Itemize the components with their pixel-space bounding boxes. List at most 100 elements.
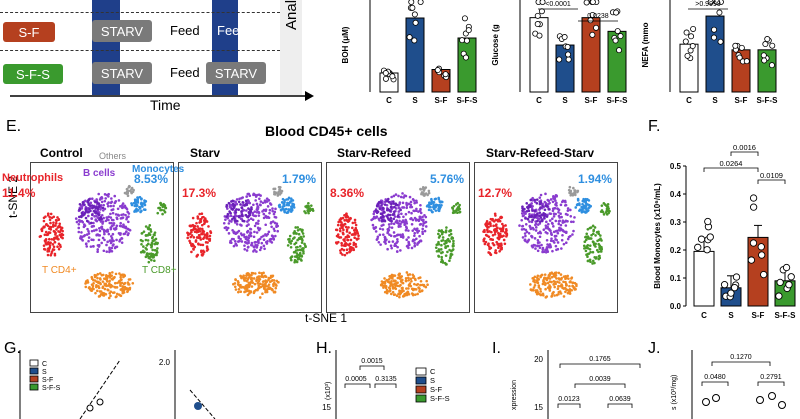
cell-point — [130, 203, 134, 207]
cell-point — [59, 233, 62, 237]
cell-point — [50, 250, 54, 253]
cell-point — [568, 191, 571, 195]
g-legend-swatch — [29, 375, 39, 383]
cell-point — [103, 287, 107, 291]
cell-point — [111, 284, 114, 288]
cell-point — [374, 216, 378, 219]
cell-point — [302, 235, 305, 238]
cell-point — [200, 249, 203, 253]
cell-point — [489, 217, 493, 221]
cell-point — [262, 275, 265, 279]
cell-point — [377, 200, 381, 204]
cell-point — [255, 276, 259, 279]
cell-point — [541, 213, 545, 217]
cell-point — [139, 210, 142, 214]
cell-point — [524, 228, 528, 232]
cell-point — [410, 246, 414, 250]
cell-point — [343, 219, 346, 222]
cell-point — [57, 217, 61, 221]
cell-point — [538, 211, 542, 214]
cell-point — [120, 237, 123, 240]
cell-point — [403, 292, 406, 296]
cell-point — [162, 209, 166, 212]
cell-point — [396, 214, 400, 218]
cell-point — [591, 259, 595, 263]
panel-e-letter: E. — [6, 118, 22, 135]
cell-point — [435, 250, 439, 253]
small-chart-point — [617, 33, 624, 40]
cell-point — [108, 274, 112, 277]
small-chart-cat: S-F — [735, 96, 748, 105]
cell-point — [535, 279, 539, 282]
cell-point — [400, 212, 403, 216]
cell-point — [411, 229, 415, 232]
cell-point — [535, 219, 539, 223]
cell-point — [566, 207, 570, 210]
cell-point — [113, 275, 116, 279]
cell-point — [247, 239, 250, 243]
cell-point — [116, 213, 120, 217]
cell-point — [80, 214, 83, 218]
j-bracket — [711, 361, 771, 366]
cell-point — [599, 234, 602, 237]
cell-point — [456, 211, 459, 215]
cell-point — [115, 216, 119, 219]
cell-point — [525, 201, 529, 205]
cell-point — [544, 204, 548, 207]
cell-point — [449, 229, 452, 232]
cell-point — [59, 245, 62, 249]
cell-point — [105, 278, 108, 281]
cell-point — [100, 213, 104, 217]
cell-point — [550, 275, 554, 279]
cell-point — [518, 224, 521, 227]
cell-point — [231, 228, 234, 232]
i-ytick: 15 — [534, 403, 543, 412]
cell-point — [561, 233, 564, 237]
cell-point — [414, 278, 417, 282]
cell-point — [151, 256, 154, 259]
small-chart-bar — [457, 37, 477, 93]
cell-point — [281, 197, 285, 201]
cell-point — [437, 248, 441, 251]
small-chart-point — [465, 27, 472, 34]
cell-point — [258, 203, 262, 206]
cell-point — [382, 223, 385, 227]
cell-point — [106, 218, 109, 221]
cell-point — [552, 195, 555, 198]
cell-point — [585, 210, 588, 214]
cell-point — [149, 230, 153, 233]
cell-point — [549, 239, 553, 243]
cell-point — [97, 281, 100, 285]
cell-point — [195, 236, 199, 239]
cell-point — [254, 195, 258, 198]
cell-point — [237, 200, 241, 204]
cell-point — [504, 227, 508, 231]
g-legend-swatch — [29, 367, 39, 375]
cell-point — [600, 204, 604, 207]
cell-point — [250, 243, 253, 247]
cell-point — [48, 237, 51, 241]
cell-point — [399, 195, 403, 199]
cell-point — [528, 224, 532, 228]
cell-point — [126, 220, 130, 224]
cell-point — [106, 288, 109, 292]
cell-point — [389, 216, 393, 220]
cell-point — [234, 278, 237, 282]
small-chart-cat: S-F-S — [757, 96, 779, 105]
cell-point — [594, 234, 597, 237]
cell-point — [264, 215, 268, 219]
cell-point — [130, 191, 133, 195]
cell-point — [208, 234, 212, 238]
cell-point — [206, 248, 210, 251]
cell-point — [231, 199, 235, 203]
cell-point — [150, 241, 154, 245]
cell-point — [533, 278, 536, 282]
cell-point — [486, 226, 489, 229]
cell-point — [94, 219, 98, 222]
cell-point — [198, 221, 201, 224]
cell-point — [383, 280, 387, 283]
cell-point — [398, 293, 402, 296]
cell-point — [548, 272, 552, 275]
cell-point — [248, 211, 252, 214]
cell-point — [160, 203, 164, 207]
